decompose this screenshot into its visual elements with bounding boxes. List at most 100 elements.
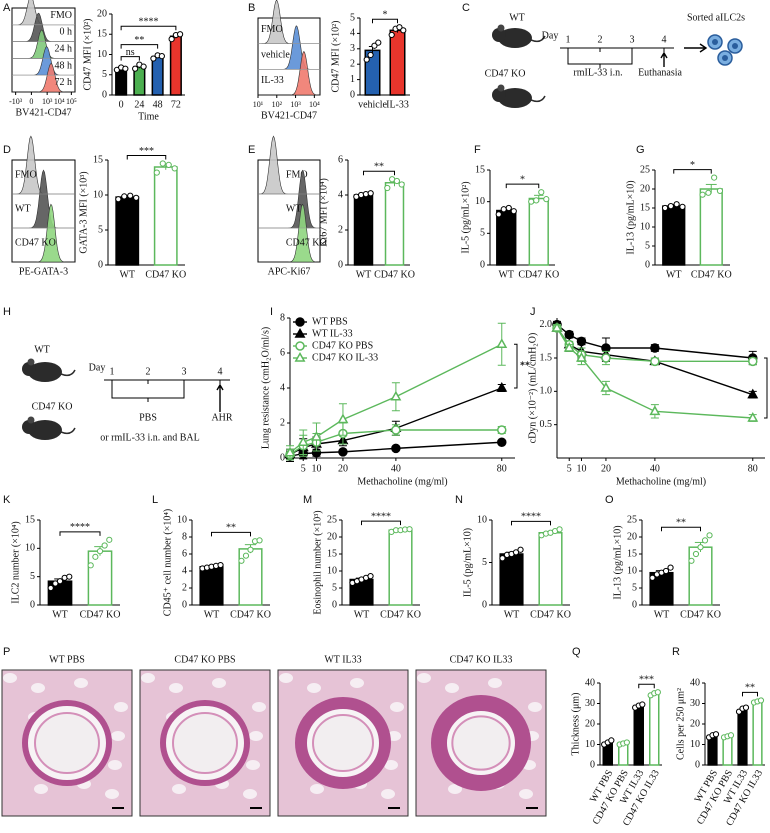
bar xyxy=(752,700,763,766)
y-tick-label: 40 xyxy=(690,677,700,688)
micrograph-title: WT PBS xyxy=(49,654,85,665)
alveolus xyxy=(34,784,48,794)
alveolus xyxy=(519,789,533,799)
data-point xyxy=(406,526,413,533)
data-point xyxy=(538,189,545,196)
alveolus xyxy=(528,702,542,712)
y-tick-label: 10 xyxy=(177,514,187,525)
significance-bracket xyxy=(120,56,140,61)
significance-label: ** xyxy=(745,683,755,694)
bar xyxy=(722,735,733,766)
panel-letter: M xyxy=(303,494,312,506)
data-point xyxy=(367,51,374,59)
significance-label: ** xyxy=(520,360,530,371)
bar xyxy=(499,553,524,606)
y-tick-label: 10 xyxy=(640,221,650,232)
marker xyxy=(496,381,508,392)
day-number: 1 xyxy=(110,366,115,377)
panel-letter: N xyxy=(455,494,463,506)
significance-label: ** xyxy=(676,518,686,529)
alveolus xyxy=(307,683,321,693)
y-axis-label: ILC2 number (×10⁴) xyxy=(10,521,21,603)
y-tick-label: 15 xyxy=(475,164,485,175)
endpoint-arrow xyxy=(660,51,668,67)
histogram-curve xyxy=(258,135,320,195)
x-axis-label: APC-Ki67 xyxy=(268,266,311,277)
x-tick-label: 5 xyxy=(301,463,306,474)
marker xyxy=(391,425,401,435)
data-point xyxy=(362,191,369,198)
mouse-body xyxy=(498,88,532,108)
y-axis-label: CD45⁺ cell number (×10⁴) xyxy=(162,509,173,616)
marker xyxy=(747,411,759,422)
x-tick-label: 10² xyxy=(272,100,283,109)
x-tick-label: CD47 KO xyxy=(230,609,271,620)
marker xyxy=(337,413,349,424)
significance-label: * xyxy=(383,10,388,21)
data-point xyxy=(661,204,669,212)
alveolus xyxy=(172,784,186,794)
marker xyxy=(497,437,507,447)
treatment-label: PBS xyxy=(139,412,157,423)
panel-letter: L xyxy=(152,494,158,506)
panel-letter: J xyxy=(530,306,536,318)
data-point xyxy=(165,161,172,168)
panel-letter: I xyxy=(270,306,273,318)
data-point xyxy=(66,573,73,580)
x-tick-label: 80 xyxy=(748,463,758,474)
data-point xyxy=(705,189,712,196)
bar xyxy=(662,205,686,266)
panel-letter: D xyxy=(3,144,11,156)
data-point xyxy=(512,549,520,556)
x-tick-label: WT xyxy=(354,609,370,620)
y-tick-label: 5 xyxy=(645,240,650,251)
x-tick-label: WT xyxy=(504,609,520,620)
mouse-head xyxy=(22,420,36,434)
significance-label: **** xyxy=(70,522,90,533)
data-point xyxy=(168,36,175,43)
x-tick-label: WT xyxy=(204,609,220,620)
panel-letter: C xyxy=(462,2,470,14)
alveolus xyxy=(111,731,125,741)
data-point xyxy=(217,561,224,569)
data-point xyxy=(543,196,550,203)
x-axis-label: PE-GATA-3 xyxy=(19,266,68,277)
data-point xyxy=(101,542,108,549)
data-point xyxy=(727,732,735,739)
panel-letter: O xyxy=(605,494,614,506)
data-point xyxy=(688,557,695,564)
y-tick-label: 20 xyxy=(327,531,337,542)
data-point xyxy=(699,191,706,198)
data-point xyxy=(158,53,165,60)
marker xyxy=(575,351,587,362)
x-tick-label: CD47 KO xyxy=(680,609,721,620)
significance-label: ** xyxy=(374,162,384,173)
data-point xyxy=(757,697,765,704)
y-tick-label: 0 xyxy=(480,259,485,270)
data-point xyxy=(238,557,245,564)
mouse-body xyxy=(28,362,62,382)
y-tick-label: 2 xyxy=(182,582,187,593)
alveolus xyxy=(390,702,404,712)
x-tick-label: CD47 KO xyxy=(691,269,732,280)
x-axis-label: Time xyxy=(138,111,159,122)
y-axis-label: IL-5 (pg/mL×10) xyxy=(462,528,473,597)
data-point xyxy=(667,203,674,210)
data-point xyxy=(608,737,615,744)
data-point xyxy=(712,731,720,738)
marker xyxy=(310,430,322,441)
day-label: Day xyxy=(89,362,106,373)
y-tick-label: 10 xyxy=(585,739,595,750)
data-point xyxy=(367,190,374,197)
mouse-body xyxy=(28,420,62,440)
y-tick-label: 5 xyxy=(482,557,487,568)
data-point xyxy=(654,689,661,696)
data-point xyxy=(388,31,395,39)
micrograph-title: CD47 KO PBS xyxy=(174,654,235,665)
y-tick-label: 0.5 xyxy=(540,419,553,430)
y-tick-label: 25 xyxy=(640,164,650,175)
mouse-ear xyxy=(27,416,35,424)
alveolus xyxy=(249,731,263,741)
y-axis-label: cDyn (×10⁻²) (mL/cmH₂O) xyxy=(527,333,538,444)
mouse-tail xyxy=(530,35,546,43)
